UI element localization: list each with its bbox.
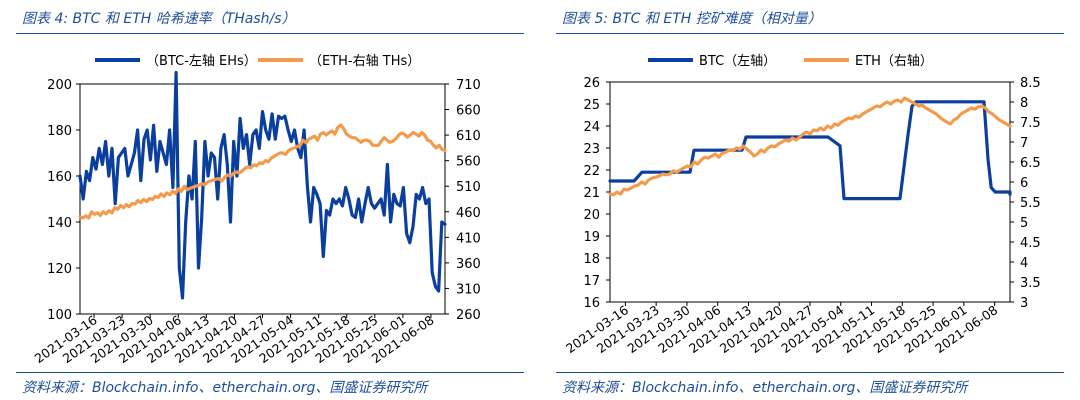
hashrate-chart: 100 120 140 160 180 200 260 310 360 410 460 510 560 6… — [32, 54, 481, 366]
btc-series-line — [608, 100, 1012, 201]
eth-series-line — [608, 96, 1012, 197]
footer-rule — [16, 372, 524, 373]
y-right-tick-label: 3.5 — [1020, 276, 1041, 291]
footer-rule — [556, 372, 1064, 373]
chart-title: 图表 5: BTC 和 ETH 挖矿难度（相对量） — [562, 11, 822, 27]
y-left-tick-label: 16 — [583, 296, 600, 311]
legend-eth-label: （ETH-右轴 THs） — [309, 54, 420, 69]
y-left-tick-label: 140 — [47, 216, 72, 231]
y-right-tick-label: 4 — [1020, 256, 1028, 271]
y-left-tick-label: 25 — [583, 98, 600, 113]
y-left-tick-label: 21 — [583, 186, 600, 201]
legend-btc-label: BTC（左轴） — [699, 54, 776, 69]
difficulty-panel: 图表 5: BTC 和 ETH 挖矿难度（相对量） 16 17 18 19 20 21 22… — [540, 0, 1070, 400]
y-left-tick-label: 180 — [47, 124, 72, 139]
source-note: 资料来源：Blockchain.info、etherchain.org、国盛证券… — [562, 380, 968, 396]
y-right-tick-label: 710 — [456, 78, 481, 93]
y-right-tick-label: 3 — [1020, 296, 1028, 311]
y-right-tick-label: 660 — [456, 104, 481, 119]
legend-btc-label: （BTC-左轴 EHs） — [146, 54, 257, 69]
hashrate-panel: 图表 4: BTC 和 ETH 哈希速率（THash/s） 100 120 140 1… — [0, 0, 530, 400]
y-left-tick-label: 24 — [583, 120, 600, 135]
btc-series-line — [78, 70, 447, 300]
header-rule — [16, 33, 524, 34]
y-left-tick-label: 160 — [47, 170, 72, 185]
y-right-tick-label: 8 — [1020, 96, 1028, 111]
plot-frame — [609, 81, 1011, 303]
y-right-tick-label: 5 — [1020, 216, 1028, 231]
y-left-tick-label: 19 — [583, 230, 600, 245]
y-left-tick-label: 22 — [583, 164, 600, 179]
y-left-tick-label: 20 — [583, 208, 600, 223]
y-right-tick-label: 610 — [456, 129, 481, 144]
chart-title: 图表 4: BTC 和 ETH 哈希速率（THash/s） — [22, 11, 296, 27]
y-left-tick-label: 23 — [583, 142, 600, 157]
y-right-tick-label: 460 — [456, 206, 481, 221]
source-note: 资料来源：Blockchain.info、etherchain.org、国盛证券… — [22, 380, 428, 396]
y-right-tick-label: 7 — [1020, 136, 1028, 151]
y-left-tick-label: 18 — [583, 252, 600, 267]
y-right-tick-label: 8.5 — [1020, 76, 1041, 91]
y-right-tick-label: 6.5 — [1020, 156, 1041, 171]
y-right-tick-label: 360 — [456, 257, 481, 272]
y-right-tick-label: 410 — [456, 231, 481, 246]
y-left-tick-label: 17 — [583, 274, 600, 289]
header-rule — [556, 33, 1064, 34]
y-right-tick-label: 4.5 — [1020, 236, 1041, 251]
y-left-tick-label: 120 — [47, 262, 72, 277]
y-right-tick-label: 310 — [456, 282, 481, 297]
y-right-tick-label: 560 — [456, 155, 481, 170]
y-right-tick-label: 6 — [1020, 176, 1028, 191]
eth-series-line — [78, 123, 447, 220]
y-right-tick-label: 510 — [456, 180, 481, 195]
legend-eth-label: ETH（右轴） — [855, 54, 933, 69]
y-right-tick-label: 5.5 — [1020, 196, 1041, 211]
y-right-tick-label: 260 — [456, 308, 481, 323]
difficulty-chart: 16 17 18 19 20 21 22 23 24 25 26 3 3.5 4 4.5 5 5.5 6 6.5 7 7… — [563, 54, 1041, 356]
y-left-tick-label: 26 — [583, 76, 600, 91]
y-left-tick-label: 200 — [47, 78, 72, 93]
y-left-tick-label: 100 — [47, 308, 72, 323]
y-right-tick-label: 7.5 — [1020, 116, 1041, 131]
